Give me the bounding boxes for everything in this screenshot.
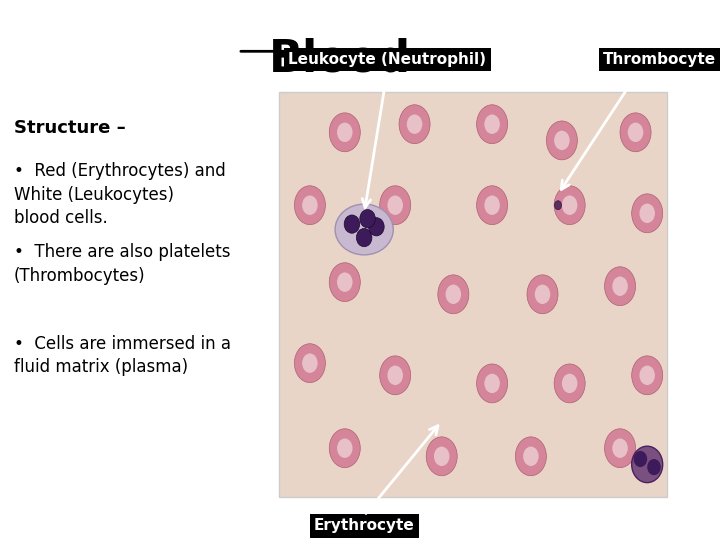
Ellipse shape xyxy=(527,275,558,314)
Ellipse shape xyxy=(477,186,508,225)
Ellipse shape xyxy=(620,113,651,152)
Ellipse shape xyxy=(554,364,585,403)
Ellipse shape xyxy=(535,285,550,304)
Ellipse shape xyxy=(337,438,353,458)
Ellipse shape xyxy=(631,356,662,395)
Ellipse shape xyxy=(485,114,500,134)
Text: •  Cells are immersed in a
fluid matrix (plasma): • Cells are immersed in a fluid matrix (… xyxy=(14,335,230,376)
Ellipse shape xyxy=(639,366,655,385)
Ellipse shape xyxy=(294,186,325,225)
Ellipse shape xyxy=(438,275,469,314)
Ellipse shape xyxy=(562,195,577,215)
Text: Blood: Blood xyxy=(269,38,411,81)
Ellipse shape xyxy=(485,374,500,393)
Ellipse shape xyxy=(554,201,562,210)
Ellipse shape xyxy=(329,429,360,468)
Ellipse shape xyxy=(647,459,661,475)
Ellipse shape xyxy=(612,438,628,458)
Ellipse shape xyxy=(329,262,360,301)
Text: Thrombocyte: Thrombocyte xyxy=(603,52,716,67)
Ellipse shape xyxy=(302,354,318,373)
Ellipse shape xyxy=(605,267,636,306)
Ellipse shape xyxy=(631,194,662,233)
Ellipse shape xyxy=(360,210,375,228)
Ellipse shape xyxy=(562,374,577,393)
Ellipse shape xyxy=(344,215,360,233)
Ellipse shape xyxy=(639,204,655,223)
Text: Structure –: Structure – xyxy=(14,119,125,137)
Ellipse shape xyxy=(335,204,393,255)
Ellipse shape xyxy=(612,276,628,296)
Ellipse shape xyxy=(554,131,570,150)
Text: •  There are also platelets
(Thrombocytes): • There are also platelets (Thrombocytes… xyxy=(14,243,230,285)
Ellipse shape xyxy=(434,447,449,466)
Ellipse shape xyxy=(407,114,423,134)
Ellipse shape xyxy=(369,218,384,236)
Ellipse shape xyxy=(477,105,508,144)
Ellipse shape xyxy=(302,195,318,215)
Text: Erythrocyte: Erythrocyte xyxy=(314,518,415,534)
Ellipse shape xyxy=(446,285,461,304)
Ellipse shape xyxy=(356,228,372,247)
Ellipse shape xyxy=(337,123,353,142)
Ellipse shape xyxy=(516,437,546,476)
Ellipse shape xyxy=(337,272,353,292)
Ellipse shape xyxy=(387,195,403,215)
Ellipse shape xyxy=(605,429,636,468)
Ellipse shape xyxy=(329,113,360,152)
Ellipse shape xyxy=(554,186,585,225)
Ellipse shape xyxy=(399,105,430,144)
Ellipse shape xyxy=(426,437,457,476)
Ellipse shape xyxy=(631,446,662,483)
Ellipse shape xyxy=(477,364,508,403)
Text: •  Red (Erythrocytes) and
White (Leukocytes)
blood cells.: • Red (Erythrocytes) and White (Leukocyt… xyxy=(14,162,225,227)
Text: Leukocyte (Neutrophil): Leukocyte (Neutrophil) xyxy=(289,52,487,67)
Ellipse shape xyxy=(546,121,577,160)
Ellipse shape xyxy=(387,366,403,385)
Ellipse shape xyxy=(634,451,647,467)
Ellipse shape xyxy=(379,356,410,395)
Ellipse shape xyxy=(485,195,500,215)
Ellipse shape xyxy=(523,447,539,466)
Ellipse shape xyxy=(294,344,325,383)
Ellipse shape xyxy=(379,186,410,225)
Ellipse shape xyxy=(628,123,643,142)
FancyBboxPatch shape xyxy=(279,92,667,497)
